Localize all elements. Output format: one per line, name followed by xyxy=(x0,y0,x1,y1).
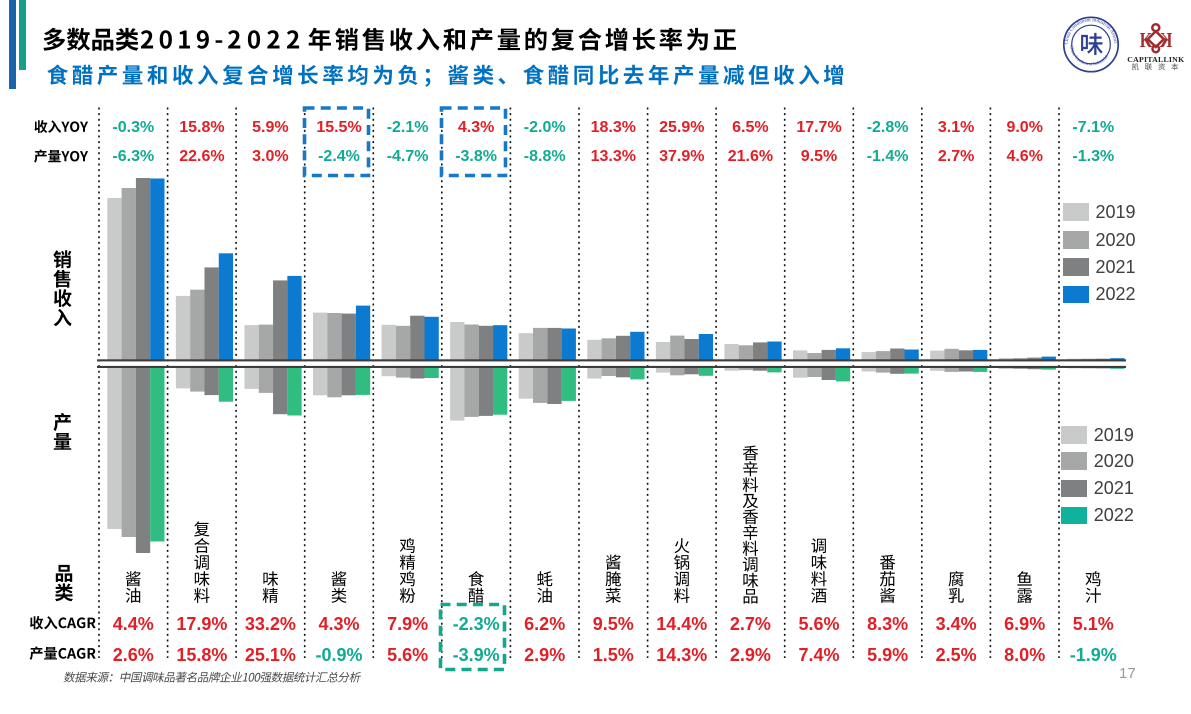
svg-text:CAPITALLINK: CAPITALLINK xyxy=(1127,55,1184,64)
svg-text:K: K xyxy=(1140,29,1153,53)
svg-text:K: K xyxy=(1160,29,1173,53)
svg-text:China Condiment Industrial: China Condiment Industrial xyxy=(1069,45,1109,66)
